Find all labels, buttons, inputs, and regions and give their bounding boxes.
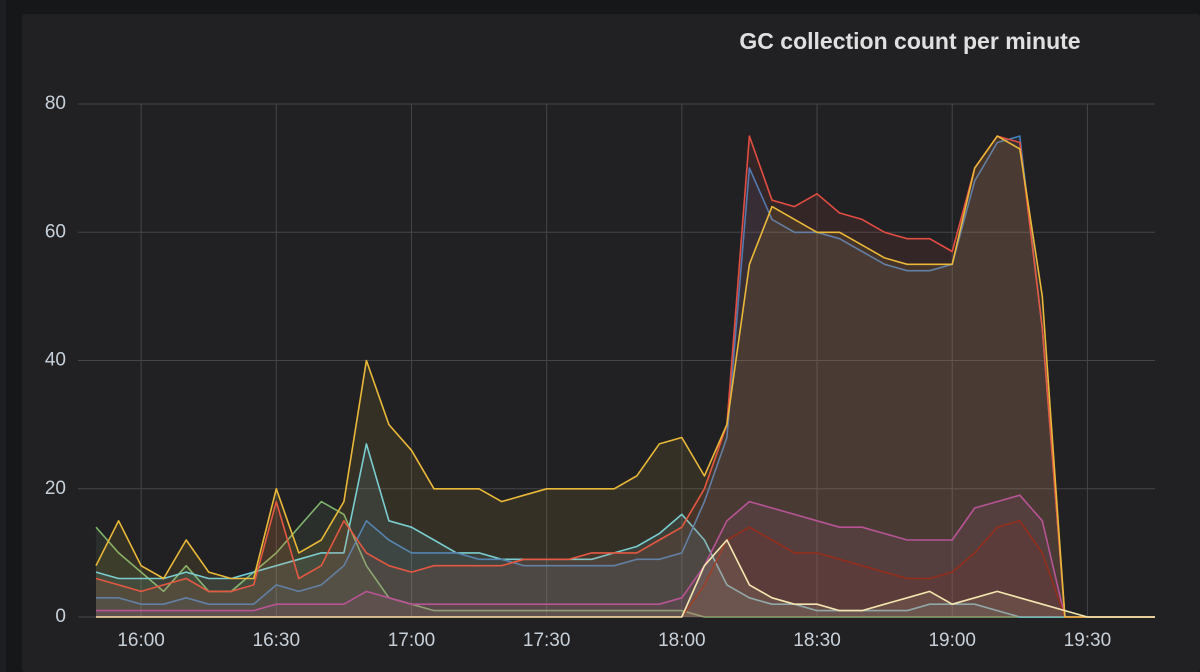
x-tick-label: 18:30 — [793, 630, 841, 651]
series-area — [96, 540, 1155, 617]
x-tick-label: 16:30 — [253, 630, 301, 651]
y-tick-label: 80 — [45, 93, 66, 114]
chart-title: GC collection count per minute — [739, 28, 1080, 54]
y-tick-label: 60 — [45, 221, 66, 242]
panel — [22, 14, 1200, 672]
series-area — [96, 136, 1155, 617]
x-tick-label: 19:30 — [1064, 630, 1112, 651]
x-tick-label: 18:00 — [658, 630, 706, 651]
x-tick-label: 19:00 — [928, 630, 976, 651]
y-tick-label: 0 — [55, 606, 66, 627]
y-tick-label: 20 — [45, 478, 66, 499]
series-line — [95, 500, 1155, 618]
series-line — [96, 539, 1155, 618]
series-line — [95, 135, 1155, 618]
y-tick-label: 40 — [45, 350, 66, 371]
series-area — [96, 520, 1155, 617]
series-area — [96, 136, 1155, 617]
series-line — [96, 494, 1155, 618]
x-tick-label: 17:00 — [388, 630, 436, 651]
series-area — [96, 136, 1155, 617]
series-line — [96, 135, 1155, 618]
side-strip — [0, 0, 6, 672]
series-area — [96, 443, 1155, 617]
series-area — [96, 495, 1155, 617]
x-tick-label: 16:00 — [117, 630, 165, 651]
x-tick-label: 17:30 — [523, 630, 571, 651]
series-area — [96, 501, 1155, 617]
series-line — [95, 443, 1155, 618]
